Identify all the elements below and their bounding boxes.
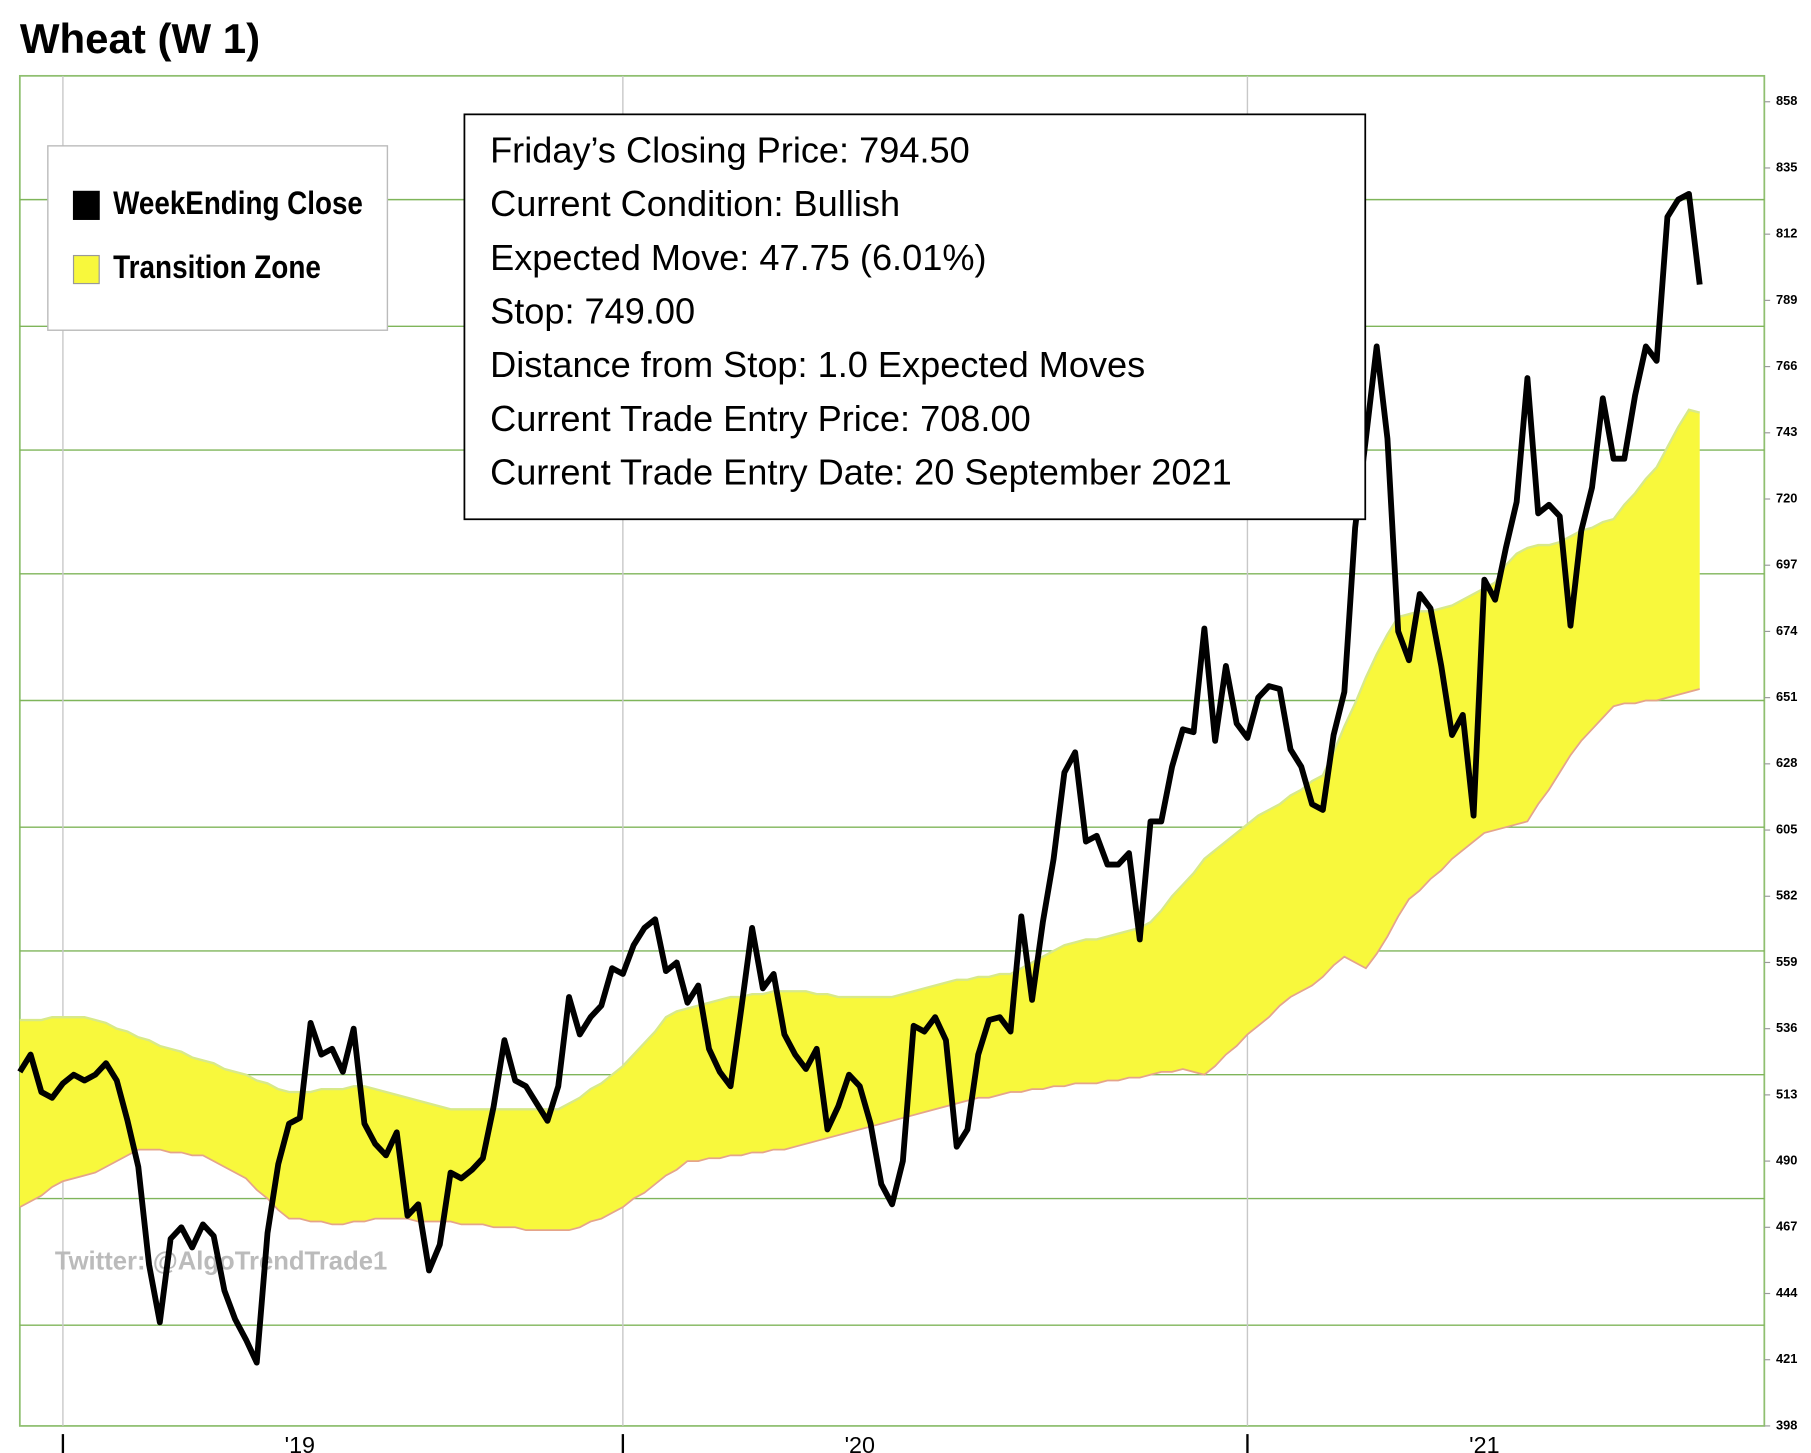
info-line: Current Trade Entry Date: 20 September 2… — [490, 451, 1232, 492]
y-tick-label: 812 — [1776, 226, 1797, 241]
y-tick-label: 398 — [1776, 1417, 1797, 1432]
x-tick-label: '21 — [1469, 1432, 1499, 1453]
transition-zone — [19, 409, 1700, 1231]
legend-swatch — [72, 190, 100, 220]
y-tick-label: 697 — [1776, 557, 1797, 572]
close-line — [17, 190, 1703, 1366]
y-tick-label: 490 — [1776, 1152, 1797, 1167]
chart-title: Wheat (W 1) — [20, 15, 260, 62]
y-tick-label: 858 — [1776, 93, 1797, 108]
info-line: Stop: 749.00 — [490, 290, 695, 331]
x-tick-label: '20 — [845, 1432, 875, 1453]
y-tick-label: 628 — [1776, 755, 1797, 770]
y-tick-label: 467 — [1776, 1219, 1797, 1234]
info-line: Distance from Stop: 1.0 Expected Moves — [490, 344, 1145, 385]
y-tick-label: 513 — [1776, 1086, 1797, 1101]
info-line: Current Condition: Bullish — [490, 183, 900, 224]
y-tick-label: 559 — [1776, 954, 1797, 969]
y-tick-label: 743 — [1776, 424, 1797, 439]
y-tick-label: 789 — [1776, 292, 1797, 307]
y-tick-label: 651 — [1776, 689, 1797, 704]
info-line: Current Trade Entry Price: 708.00 — [490, 398, 1031, 439]
y-tick-label: 536 — [1776, 1020, 1797, 1035]
legend-label: Transition Zone — [113, 248, 321, 285]
y-tick-label: 421 — [1776, 1351, 1797, 1366]
y-tick-label: 720 — [1776, 490, 1797, 505]
y-tick-label: 444 — [1776, 1285, 1798, 1300]
info-box — [463, 113, 1367, 521]
info-line: Expected Move: 47.75 (6.01%) — [490, 237, 986, 278]
y-tick-label: 766 — [1776, 358, 1797, 373]
info-line: Friday’s Closing Price: 794.50 — [490, 129, 970, 170]
y-tick-label: 582 — [1776, 888, 1797, 903]
legend-label: WeekEnding Close — [113, 184, 363, 221]
y-tick-label: 605 — [1776, 821, 1797, 836]
y-tick-label: 674 — [1776, 623, 1798, 638]
legend-box — [47, 145, 389, 331]
zone-lower-edge — [19, 688, 1700, 1232]
legend-swatch — [72, 254, 100, 285]
y-tick-label: 835 — [1776, 159, 1797, 174]
x-tick-label: '19 — [285, 1432, 315, 1453]
